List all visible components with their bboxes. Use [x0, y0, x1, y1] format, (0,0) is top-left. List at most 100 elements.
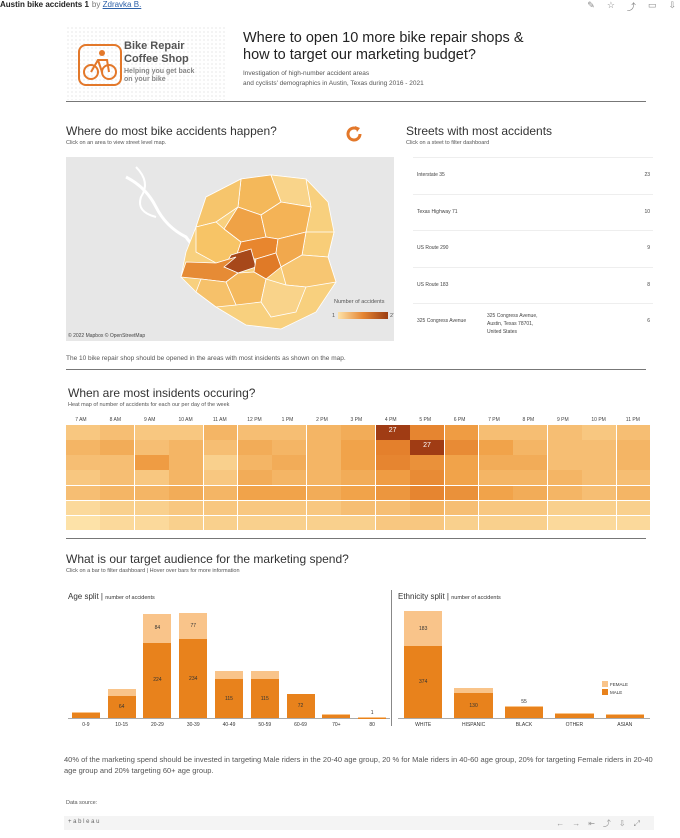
heatmap-cell[interactable]: [100, 440, 135, 455]
heatmap-cell[interactable]: [444, 470, 479, 485]
heatmap-cell[interactable]: [341, 515, 376, 531]
heatmap-cell[interactable]: [66, 515, 100, 531]
share-icon[interactable]: ⤴: [626, 2, 636, 12]
heatmap-cell[interactable]: [547, 485, 582, 501]
heatmap-cell[interactable]: [582, 515, 616, 531]
bar-female[interactable]: [71, 711, 100, 714]
heatmap-cell[interactable]: [306, 440, 341, 455]
heatmap-cell[interactable]: [547, 515, 582, 531]
heatmap-cell[interactable]: [169, 440, 204, 455]
heatmap-cell[interactable]: [134, 515, 169, 531]
heatmap-cell[interactable]: [444, 455, 479, 470]
heatmap-cell[interactable]: [134, 500, 169, 516]
heatmap-cell[interactable]: [444, 440, 479, 455]
bar-male[interactable]: [504, 707, 544, 718]
bar-male[interactable]: [555, 714, 594, 718]
heatmap-cell[interactable]: [169, 500, 204, 516]
heatmap-cell[interactable]: [306, 485, 341, 501]
heatmap-cell[interactable]: [478, 425, 513, 440]
heatmap-cell[interactable]: [616, 425, 651, 440]
heatmap-cell[interactable]: [478, 515, 513, 531]
heatmap-cell[interactable]: [410, 455, 444, 470]
heatmap-cell[interactable]: [272, 500, 307, 516]
heatmap-cell[interactable]: [375, 500, 410, 516]
heatmap-cell[interactable]: [66, 425, 100, 440]
heatmap-cell[interactable]: [66, 485, 100, 501]
heatmap-cell[interactable]: [341, 470, 376, 485]
heatmap-cell[interactable]: [66, 500, 100, 516]
heatmap-cell[interactable]: [238, 440, 272, 455]
heatmap-cell[interactable]: [513, 455, 548, 470]
heatmap-cell[interactable]: [203, 470, 238, 485]
heatmap-cell[interactable]: [238, 425, 272, 440]
heatmap-cell[interactable]: [341, 455, 376, 470]
heatmap-cell[interactable]: [203, 515, 238, 531]
bar-male[interactable]: [143, 642, 172, 718]
heatmap-cell[interactable]: [444, 515, 479, 531]
heatmap-cell[interactable]: 27: [375, 425, 410, 440]
bar-male[interactable]: [605, 714, 644, 718]
heatmap-cell[interactable]: [272, 485, 307, 501]
heatmap-cell[interactable]: [547, 425, 582, 440]
heatmap-cell[interactable]: [478, 470, 513, 485]
street-row[interactable]: US Route 290 9: [413, 230, 653, 267]
heatmap-cell[interactable]: [134, 455, 169, 470]
fullscreen-icon[interactable]: ⤢: [633, 819, 648, 828]
heatmap-cell[interactable]: [616, 485, 651, 501]
heatmap-cell[interactable]: [582, 470, 616, 485]
bar-female[interactable]: [454, 688, 493, 694]
bar-male[interactable]: [286, 693, 315, 718]
heatmap-cell[interactable]: [341, 425, 376, 440]
heatmap-cell[interactable]: [375, 440, 410, 455]
heatmap-cell[interactable]: [238, 455, 272, 470]
street-row[interactable]: 325 Congress Avenue 325 Congress Avenue, …: [413, 303, 653, 340]
accident-map[interactable]: © 2022 Mapbox © OpenStreetMap Number of …: [66, 157, 394, 341]
heatmap-cell[interactable]: [444, 500, 479, 516]
bar-female[interactable]: [179, 613, 208, 640]
heatmap-cell[interactable]: [203, 485, 238, 501]
heatmap-cell[interactable]: [341, 440, 376, 455]
heatmap-cell[interactable]: [375, 470, 410, 485]
bar-male[interactable]: [322, 714, 351, 718]
heatmap-cell[interactable]: [238, 470, 272, 485]
bar-female[interactable]: [143, 614, 172, 643]
reset-icon[interactable]: [344, 124, 364, 149]
heatmap-cell[interactable]: [272, 515, 307, 531]
bar-male[interactable]: [215, 679, 243, 718]
heatmap-cell[interactable]: [478, 440, 513, 455]
star-icon[interactable]: ☆: [606, 0, 615, 10]
heatmap-cell[interactable]: [444, 485, 479, 501]
revert-icon[interactable]: ⇤: [588, 819, 603, 828]
heatmap-cell[interactable]: [513, 485, 548, 501]
heatmap-cell[interactable]: [616, 470, 651, 485]
heatmap-cell[interactable]: [203, 455, 238, 470]
heatmap-cell[interactable]: [513, 515, 548, 531]
heatmap-cell[interactable]: [616, 500, 651, 516]
bar-female[interactable]: [605, 714, 644, 715]
bar-male[interactable]: [250, 679, 279, 718]
heatmap-cell[interactable]: [169, 470, 204, 485]
heatmap-cell[interactable]: [203, 425, 238, 440]
heatmap-cell[interactable]: [134, 485, 169, 501]
heatmap-cell[interactable]: [547, 500, 582, 516]
heatmap-cell[interactable]: [547, 440, 582, 455]
age-bar-chart[interactable]: 0-9 64 10-15 224 84 20-29 234 77 30-39 115 40-49 11…: [68, 600, 390, 730]
heatmap-cell[interactable]: [375, 455, 410, 470]
heatmap-cell[interactable]: [582, 425, 616, 440]
heatmap-cell[interactable]: [547, 470, 582, 485]
heatmap-cell[interactable]: [100, 425, 135, 440]
heatmap-cell[interactable]: [582, 500, 616, 516]
heatmap-cell[interactable]: [616, 440, 651, 455]
heatmap-cell[interactable]: [272, 455, 307, 470]
bar-female[interactable]: [107, 689, 136, 697]
heatmap-cell[interactable]: [169, 485, 204, 501]
heatmap-cell[interactable]: [410, 515, 444, 531]
heatmap-cell[interactable]: [169, 455, 204, 470]
heatmap-cell[interactable]: [410, 485, 444, 501]
heatmap-cell[interactable]: [203, 500, 238, 516]
map-regions[interactable]: [180, 174, 337, 330]
heatmap-grid[interactable]: 27 27: [66, 425, 651, 531]
heatmap-cell[interactable]: [410, 470, 444, 485]
heatmap-cell[interactable]: [375, 485, 410, 501]
heatmap-cell[interactable]: [100, 470, 135, 485]
